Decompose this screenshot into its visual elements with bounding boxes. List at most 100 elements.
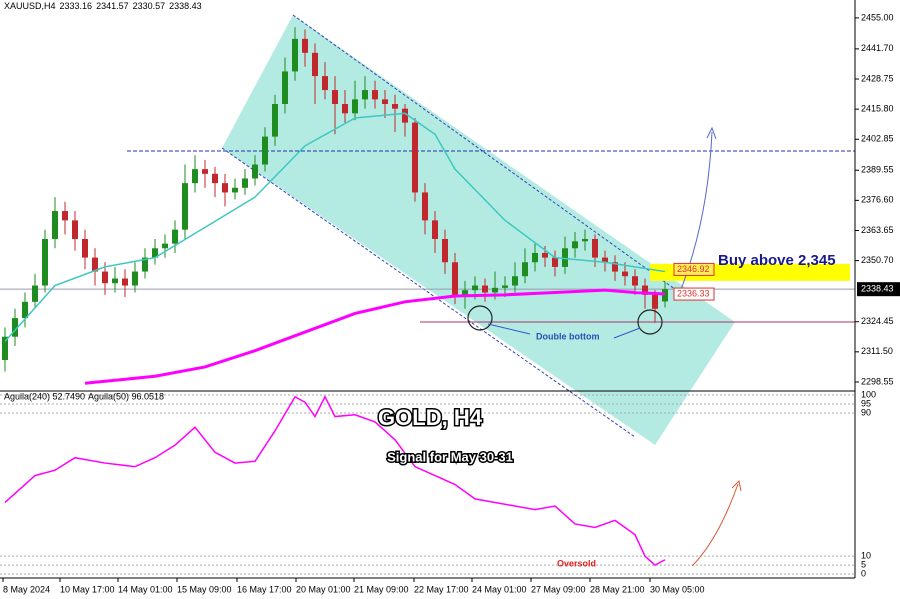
x-tick-label: 30 May 05:00 <box>650 584 705 594</box>
candle-body <box>442 238 448 263</box>
candle-body <box>402 108 408 123</box>
candle-body <box>242 178 248 188</box>
current-price-box <box>857 282 900 297</box>
channel <box>222 15 735 445</box>
candle-body <box>22 301 28 319</box>
price-label: 2336.33 <box>677 288 710 298</box>
candle-body <box>272 104 278 137</box>
candle-body <box>312 52 318 77</box>
candle-body <box>562 248 568 267</box>
candle-body <box>102 271 108 284</box>
candle-body <box>372 90 378 100</box>
current-price-label: 2338.43 <box>861 284 894 294</box>
x-tick-label: 27 May 09:00 <box>531 584 586 594</box>
pointer <box>613 327 641 339</box>
candle-body <box>592 238 598 258</box>
arrow-head <box>731 479 742 492</box>
candle-body <box>42 238 48 286</box>
y-tick-label: 2389.55 <box>861 165 894 175</box>
arrow-up-red <box>691 483 739 567</box>
candle-body <box>612 262 618 272</box>
oversold-annotation: Oversold <box>557 558 596 568</box>
pattern-annotation: Double bottom <box>536 331 600 341</box>
candle-body <box>572 241 578 249</box>
x-tick-label: 16 May 17:00 <box>237 584 292 594</box>
circle-marker <box>637 309 663 335</box>
candle-body <box>252 164 258 179</box>
candle-body <box>172 229 178 244</box>
oscillator-line <box>4 395 666 567</box>
x-tick-label: 21 May 09:00 <box>354 584 409 594</box>
candle-body <box>622 271 628 277</box>
x-tick-label: 20 May 01:00 <box>296 584 351 594</box>
candle-body <box>192 169 198 184</box>
candle-body <box>292 38 298 72</box>
candle-body <box>532 252 538 263</box>
price-label-box <box>673 287 715 301</box>
indicator-label: Aguila(50) 96.0518 <box>88 391 164 401</box>
candle-body <box>2 336 8 360</box>
candle-body <box>552 257 558 267</box>
channel-edge <box>292 14 691 301</box>
chart-title: GOLD, H4 <box>378 405 483 430</box>
candle-body <box>82 238 88 258</box>
candle-body <box>502 285 508 288</box>
candle-body <box>602 257 608 263</box>
candle-body <box>162 243 168 249</box>
buy-annotation: Buy above 2,345 <box>718 252 836 269</box>
candle-body <box>412 122 418 193</box>
candle-body <box>182 183 188 230</box>
close: 2338.43 <box>169 1 202 11</box>
x-tick-label: 22 May 17:00 <box>414 584 469 594</box>
y-tick-label: 100 <box>861 389 876 399</box>
y-tick-label: 2428.75 <box>861 73 894 83</box>
candle-body <box>452 262 458 295</box>
y-tick-label: 2311.50 <box>861 346 893 356</box>
candle-body <box>142 257 148 272</box>
symbol: XAUUSD,H4 <box>4 1 56 11</box>
x-tick-label: 10 May 17:00 <box>60 584 115 594</box>
candle-body <box>382 99 388 105</box>
channel-edge <box>221 147 636 438</box>
candle-body <box>472 285 478 291</box>
indicator-label: Aguila(240) 52.7490 <box>4 391 85 401</box>
candle-body <box>362 90 368 100</box>
candle-body <box>202 169 208 174</box>
candle-body <box>282 71 288 105</box>
open: 2333.16 <box>59 1 93 11</box>
candle-body <box>122 278 128 286</box>
candle-body <box>522 262 528 277</box>
y-tick-label: 90 <box>861 407 871 417</box>
candle-body <box>322 76 328 91</box>
candle-body <box>582 238 588 242</box>
candle-body <box>332 90 338 105</box>
candle-body <box>342 104 348 114</box>
candle-body <box>642 285 648 295</box>
circle-marker <box>467 305 493 331</box>
candle-body <box>662 289 668 302</box>
header: XAUUSD,H4 2333.16 2341.57 2330.57 2338.43 <box>4 1 206 11</box>
candle-body <box>92 257 98 272</box>
candle-body <box>302 38 308 53</box>
chart-subtitle: Signal for May 30-31 <box>387 449 513 464</box>
candle-body <box>72 220 78 239</box>
candle-body <box>422 192 428 221</box>
candle-body <box>52 211 58 239</box>
under-layer <box>221 14 735 445</box>
pointer <box>487 323 531 335</box>
y-tick-label: 5 <box>861 559 866 569</box>
y-tick-label: 2402.85 <box>861 134 894 144</box>
moving-average <box>4 112 666 342</box>
y-tick-label: 0 <box>861 568 866 578</box>
candle-body <box>482 285 488 293</box>
x-tick-label: 8 May 2024 <box>3 584 50 594</box>
price-label-box <box>673 262 715 276</box>
arrow-head <box>706 126 717 140</box>
candle-body <box>632 276 638 286</box>
x-tick-label: 14 May 01:00 <box>118 584 173 594</box>
candle-body <box>62 211 68 221</box>
x-tick-label: 24 May 01:00 <box>472 584 527 594</box>
candle-body <box>152 248 158 258</box>
